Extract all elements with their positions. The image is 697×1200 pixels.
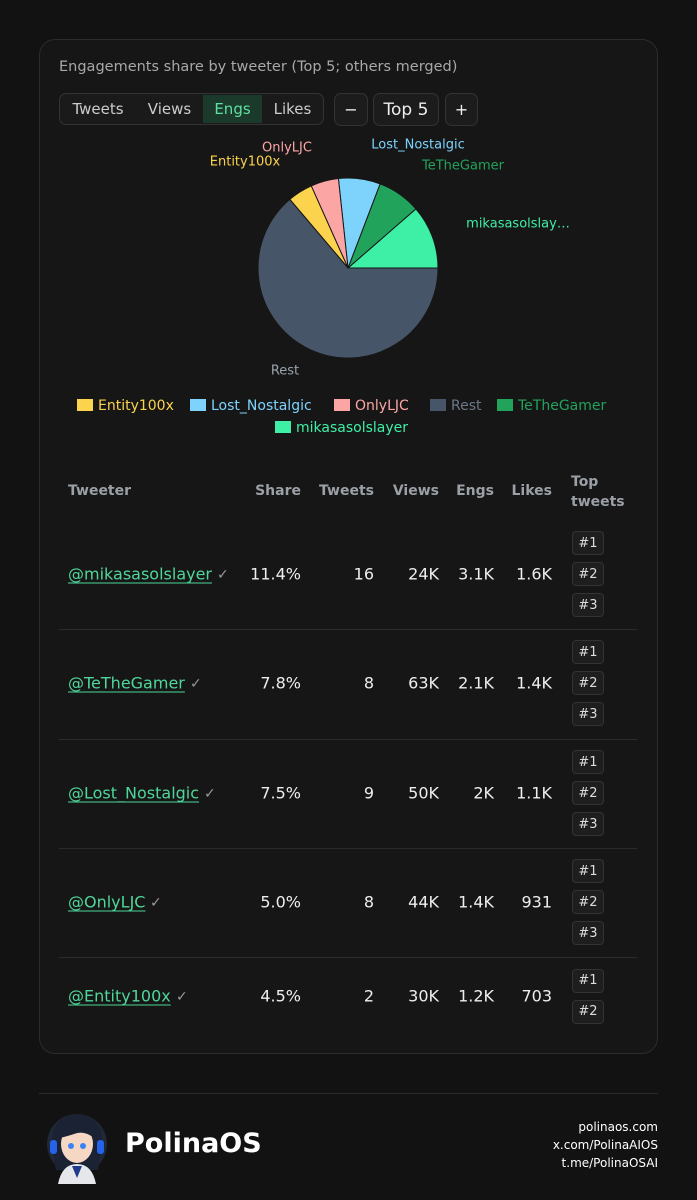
table-cell: 16 xyxy=(353,564,374,584)
table-cell: 8 xyxy=(363,892,374,912)
top-tweet-badge[interactable]: #3 xyxy=(572,812,604,836)
tweeter-link[interactable]: @Entity100x xyxy=(68,986,171,1006)
pie-chart: mikasasolslay… TeTheGamer Lost_Nostalgic On… xyxy=(77,138,607,436)
slice-label: Entity100x xyxy=(210,155,281,170)
table-cell: 2.1K xyxy=(458,673,494,693)
tweeter-link[interactable]: @Lost_Nostalgic xyxy=(68,783,200,803)
tab[interactable]: Engs xyxy=(203,95,262,123)
slice-label: Rest xyxy=(271,364,299,379)
legend-label: OnlyLJC xyxy=(355,398,409,414)
top-tweet-badge[interactable]: #2 xyxy=(572,781,604,805)
table-cell: 7.5% xyxy=(260,783,301,803)
table-cell: 24K xyxy=(408,564,439,584)
legend-label: Entity100x xyxy=(98,398,174,414)
table-header: Engs xyxy=(456,483,494,499)
top-tweet-badge[interactable]: #3 xyxy=(572,921,604,945)
decrease-button[interactable]: − xyxy=(334,93,368,126)
table-header: Share xyxy=(255,483,301,499)
row-divider xyxy=(59,848,637,849)
table-cell: 44K xyxy=(408,892,439,912)
table-cell: 5.0% xyxy=(260,892,301,912)
table-cell: 4.5% xyxy=(260,986,301,1006)
verified-check: ✓ xyxy=(190,676,202,692)
table-cell: 703 xyxy=(521,986,552,1006)
legend-label: Rest xyxy=(451,398,482,414)
brand-name: PolinaOS xyxy=(125,1128,262,1159)
table-cell: 1.6K xyxy=(516,564,552,584)
legend-swatch xyxy=(430,399,446,411)
verified-check: ✓ xyxy=(176,989,188,1005)
footer-divider xyxy=(39,1093,658,1094)
table-header: Likes xyxy=(511,483,552,499)
card-title: Engagements share by tweeter (Top 5; oth… xyxy=(59,59,458,75)
footer-link[interactable]: t.me/PolinaOSAI xyxy=(561,1156,658,1170)
top-tweet-badge[interactable]: #1 xyxy=(572,531,604,555)
table-cell: 8 xyxy=(363,673,374,693)
table-cell: 931 xyxy=(521,892,552,912)
tab[interactable]: Tweets xyxy=(72,100,124,118)
tweeter-link[interactable]: @mikasasolslayer xyxy=(68,564,213,584)
row-divider xyxy=(59,629,637,630)
top-tweet-badge[interactable]: #2 xyxy=(572,999,604,1024)
verified-check: ✓ xyxy=(150,895,162,911)
legend-label: Lost_Nostalgic xyxy=(211,398,312,414)
legend-swatch xyxy=(497,399,513,411)
legend-swatch xyxy=(77,399,93,411)
table-cell: 3.1K xyxy=(458,564,494,584)
table-cell: 50K xyxy=(408,783,439,803)
slice-label: OnlyLJC xyxy=(262,141,312,156)
tweeter-link[interactable]: @OnlyLJC xyxy=(68,892,146,912)
top-tweet-badge[interactable]: #1 xyxy=(572,968,604,993)
pie-slice xyxy=(257,198,439,359)
top-tweet-badge[interactable]: #2 xyxy=(572,890,604,914)
legend-swatch xyxy=(334,399,350,411)
table-header: Tweeter xyxy=(68,483,132,499)
table-cell: 1.4K xyxy=(458,892,494,912)
top-tweet-badge[interactable]: #1 xyxy=(572,750,604,774)
table-cell: 1.1K xyxy=(516,783,552,803)
table-cell: 11.4% xyxy=(250,564,301,584)
legend-label: TeTheGamer xyxy=(517,398,607,414)
slice-label: TeTheGamer xyxy=(421,159,505,174)
avatar xyxy=(47,1114,107,1184)
tab[interactable]: Views xyxy=(147,100,192,118)
verified-check: ✓ xyxy=(204,786,216,802)
table-cell: 1.4K xyxy=(516,673,552,693)
table-cell: 2 xyxy=(363,986,374,1006)
increase-button[interactable]: + xyxy=(445,93,478,126)
table-header: Top tweets xyxy=(571,474,625,510)
legend-swatch xyxy=(275,421,291,433)
top-tweet-badge[interactable]: #3 xyxy=(572,593,604,617)
footer-link[interactable]: polinaos.com xyxy=(578,1120,658,1134)
table-cell: 30K xyxy=(408,986,439,1006)
top-tweet-badge[interactable]: #2 xyxy=(572,671,604,695)
table-header: Tweets xyxy=(319,483,374,499)
table-cell: 9 xyxy=(363,783,374,803)
table-cell: 2K xyxy=(473,783,494,803)
top-tweet-badge[interactable]: #1 xyxy=(572,859,604,883)
row-divider xyxy=(59,957,637,958)
tab-group xyxy=(59,93,324,125)
legend-label: mikasasolslayer xyxy=(296,420,408,436)
row-divider xyxy=(59,739,637,740)
slice-label: mikasasolslay… xyxy=(466,217,570,232)
top-tweet-badge[interactable]: #3 xyxy=(572,702,604,726)
top-tweet-badge[interactable]: #1 xyxy=(572,640,604,664)
top-tweet-badge[interactable]: #2 xyxy=(572,562,604,586)
table-header: Views xyxy=(392,483,439,499)
top-n-display: Top 5 xyxy=(373,93,439,126)
table-cell: 63K xyxy=(408,673,439,693)
table-cell: 1.2K xyxy=(458,986,494,1006)
slice-label: Lost_Nostalgic xyxy=(371,138,464,153)
footer-link[interactable]: x.com/PolinaAIOS xyxy=(552,1138,658,1152)
legend-swatch xyxy=(190,399,206,411)
pie-slice xyxy=(346,208,439,269)
verified-check: ✓ xyxy=(217,567,229,583)
table-cell: 7.8% xyxy=(260,673,301,693)
tweeter-link[interactable]: @TeTheGamer xyxy=(68,673,185,693)
tab[interactable]: Likes xyxy=(273,100,312,118)
